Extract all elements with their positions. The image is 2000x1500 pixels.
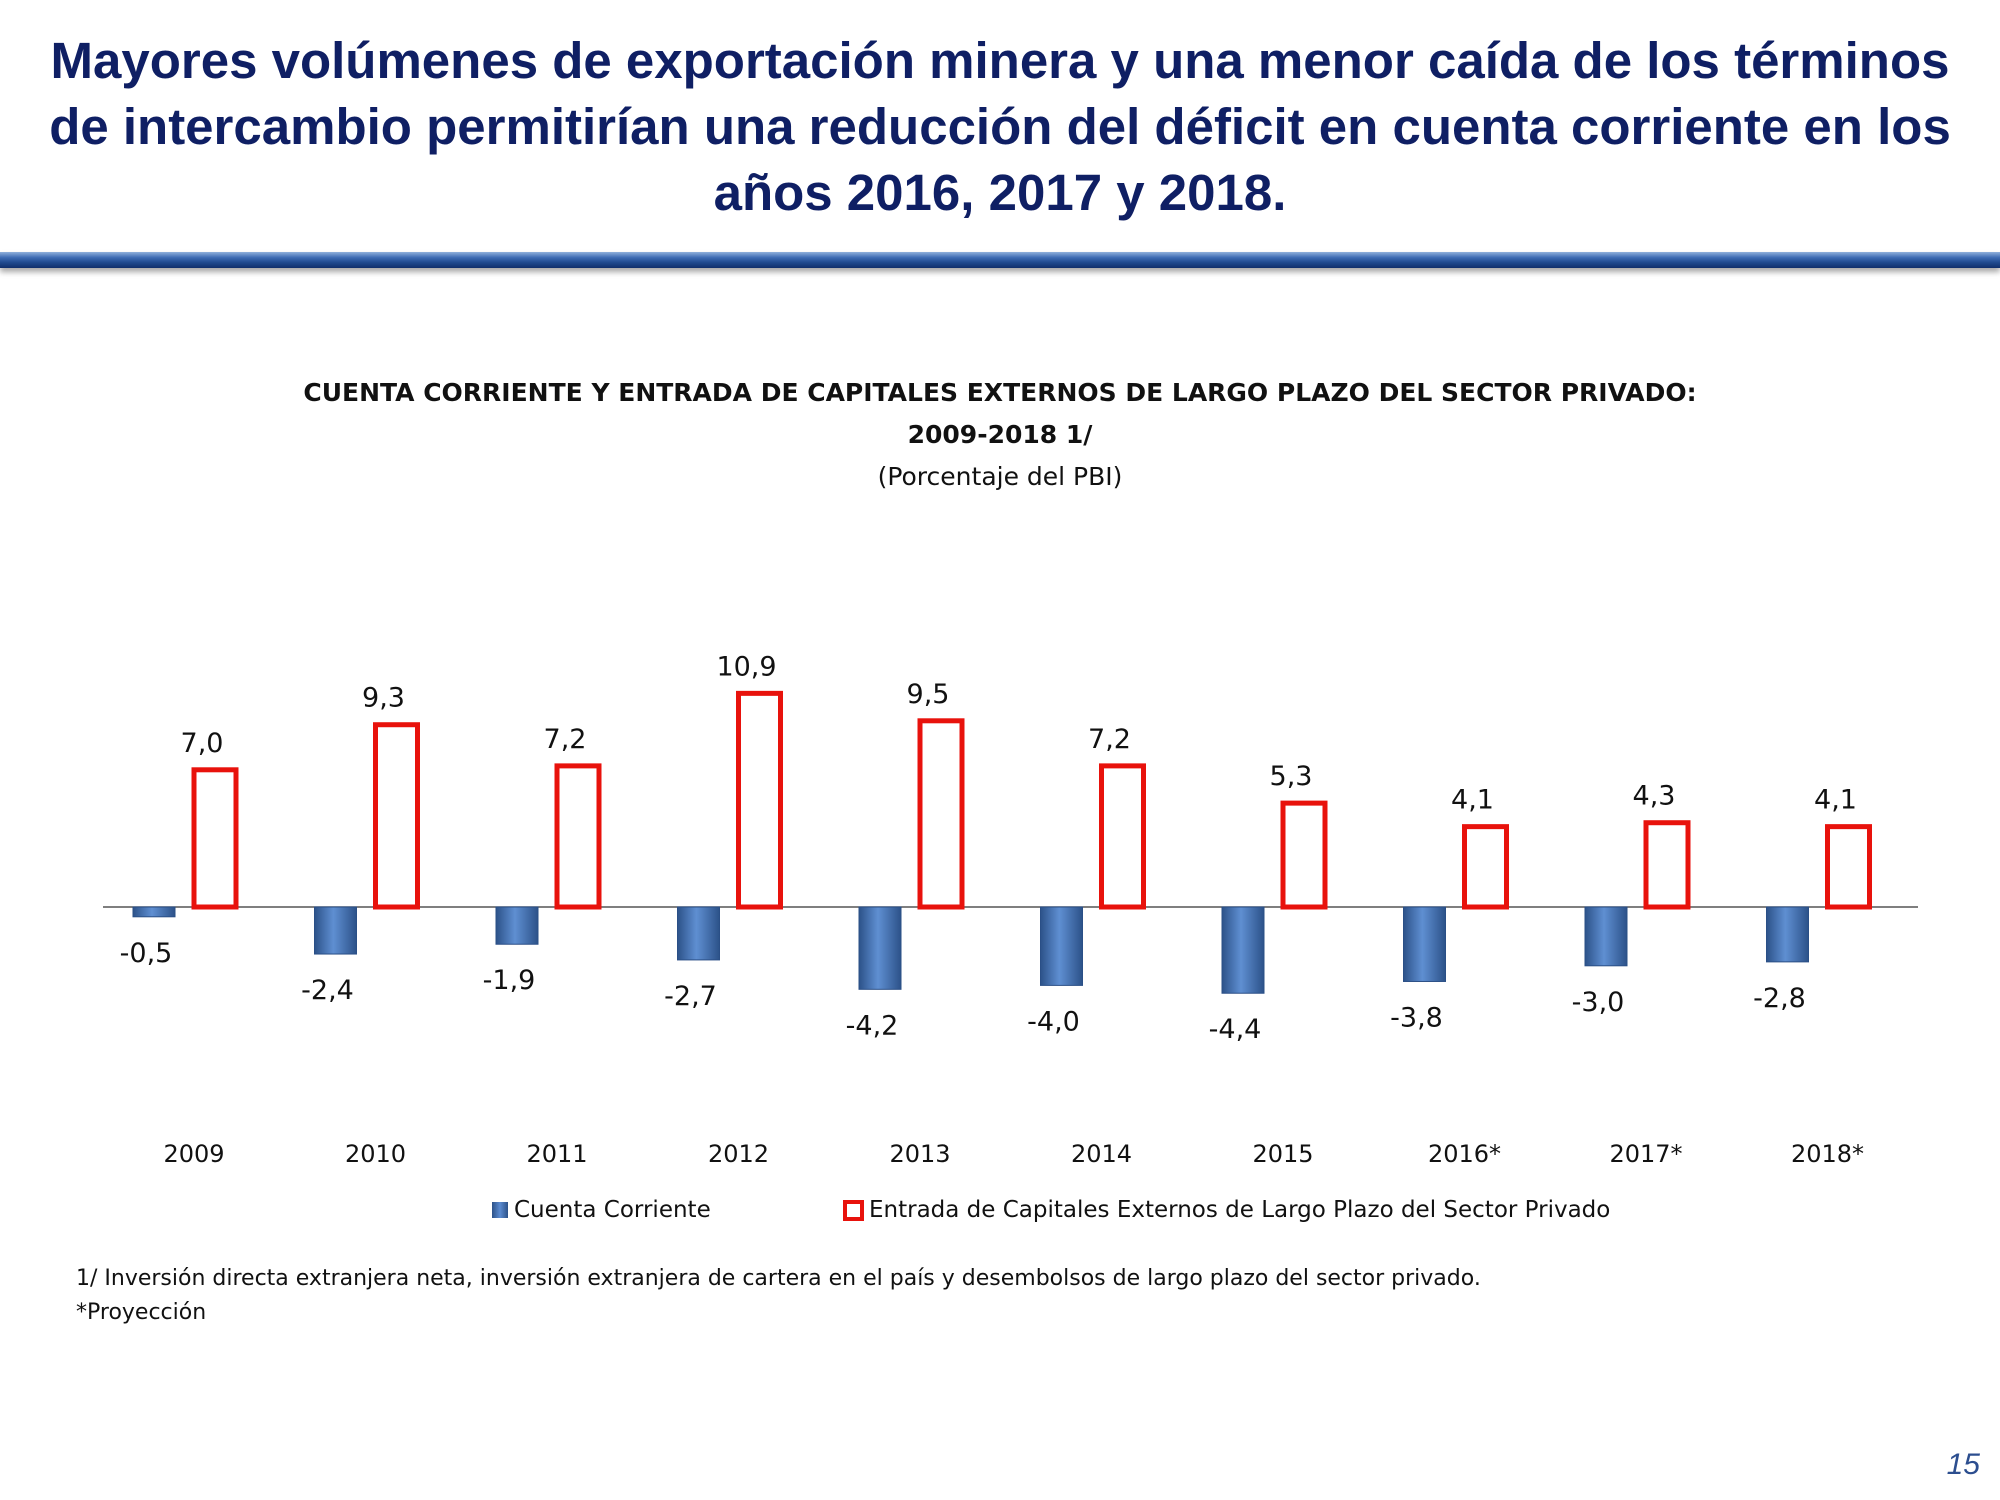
- label-entrada-capitales-2016*: 4,1: [1451, 785, 1494, 816]
- slide-title: Mayores volúmenes de exportación minera …: [49, 32, 1951, 221]
- legend-swatch-outline: [843, 1199, 864, 1221]
- label-entrada-capitales-2013: 9,5: [907, 679, 950, 710]
- chart-legend: Cuenta Corriente Entrada de Capitales Ex…: [0, 1197, 2000, 1231]
- data-labels: -0,5 7,0 -2,4 9,3 -1,9 7,2 -2,7 10,9 -4,2 9,5 -4,0…: [120, 651, 1857, 1045]
- x-tick-2014: 2014: [1071, 1140, 1132, 1168]
- bar-cuenta-corriente-2018*: [1766, 906, 1809, 963]
- bar-entrada-capitales-2010: [373, 722, 420, 910]
- series-cuenta-corriente: [132, 906, 1809, 994]
- bar-cuenta-corriente-2010: [314, 906, 357, 955]
- chart-subtitle: (Porcentaje del PBI): [877, 462, 1123, 491]
- label-cuenta-corriente-2012: -2,7: [664, 981, 717, 1012]
- bar-entrada-capitales-2013: [917, 718, 965, 910]
- label-entrada-capitales-2010: 9,3: [362, 683, 405, 714]
- bar-entrada-capitales-2017*: [1643, 820, 1691, 910]
- legend-label-entrada-capitales: Entrada de Capitales Externos de Largo P…: [869, 1197, 1611, 1223]
- label-cuenta-corriente-2011: -1,9: [483, 965, 536, 996]
- label-entrada-capitales-2018*: 4,1: [1814, 785, 1857, 816]
- bar-entrada-capitales-2018*: [1825, 824, 1872, 910]
- x-tick-2013: 2013: [889, 1140, 950, 1168]
- bar-entrada-capitales-2015: [1280, 800, 1328, 910]
- x-tick-2017*: 2017*: [1609, 1140, 1682, 1168]
- bar-cuenta-corriente-2011: [495, 906, 539, 945]
- bar-entrada-capitales-2009: [191, 767, 239, 910]
- legend-swatch-bar: [492, 1202, 508, 1218]
- label-entrada-capitales-2012: 10,9: [716, 651, 776, 682]
- label-cuenta-corriente-2016*: -3,8: [1390, 1002, 1443, 1033]
- title-divider: [0, 252, 2000, 268]
- legend-item-entrada-capitales: Entrada de Capitales Externos de Largo P…: [843, 1197, 1610, 1223]
- bar-entrada-capitales-2014: [1099, 763, 1146, 910]
- footnote-1: 1/ Inversión directa extranjera neta, in…: [76, 1266, 1481, 1291]
- label-entrada-capitales-2015: 5,3: [1270, 761, 1313, 792]
- label-cuenta-corriente-2015: -4,4: [1209, 1014, 1262, 1045]
- x-tick-2012: 2012: [708, 1140, 769, 1168]
- label-entrada-capitales-2011: 7,2: [544, 724, 587, 755]
- label-cuenta-corriente-2013: -4,2: [846, 1010, 899, 1041]
- label-entrada-capitales-2014: 7,2: [1088, 724, 1131, 755]
- series-entrada-capitales: [191, 690, 1872, 910]
- x-tick-2009: 2009: [163, 1140, 224, 1168]
- bar-entrada-capitales-2016*: [1462, 824, 1509, 910]
- x-tick-2018*: 2018*: [1791, 1140, 1864, 1168]
- bar-cuenta-corriente-2009: [132, 906, 176, 918]
- label-entrada-capitales-2017*: 4,3: [1633, 781, 1676, 812]
- x-tick-2016*: 2016*: [1428, 1140, 1501, 1168]
- bar-entrada-capitales-2011: [554, 763, 602, 910]
- bar-cuenta-corriente-2014: [1040, 906, 1083, 986]
- bar-cuenta-corriente-2012: [677, 906, 720, 961]
- legend-item-cuenta-corriente: Cuenta Corriente: [492, 1197, 711, 1223]
- label-cuenta-corriente-2014: -4,0: [1027, 1006, 1080, 1037]
- legend-label-cuenta-corriente: Cuenta Corriente: [514, 1197, 711, 1223]
- page-number: 15: [1946, 1448, 1980, 1481]
- bar-cuenta-corriente-2015: [1221, 906, 1265, 994]
- label-cuenta-corriente-2017*: -3,0: [1572, 987, 1625, 1018]
- label-entrada-capitales-2009: 7,0: [181, 728, 224, 759]
- label-cuenta-corriente-2018*: -2,8: [1753, 983, 1806, 1014]
- x-tick-2011: 2011: [526, 1140, 587, 1168]
- bar-entrada-capitales-2012: [736, 690, 783, 910]
- x-tick-2010: 2010: [345, 1140, 406, 1168]
- x-tick-2015: 2015: [1252, 1140, 1313, 1168]
- bar-cuenta-corriente-2013: [858, 906, 902, 990]
- footnote-projection: *Proyección: [76, 1300, 207, 1325]
- chart-title: CUENTA CORRIENTE Y ENTRADA DE CAPITALES …: [303, 378, 1697, 407]
- label-cuenta-corriente-2009: -0,5: [120, 938, 173, 969]
- chart-title-period: 2009-2018 1/: [907, 420, 1093, 449]
- bar-cuenta-corriente-2017*: [1584, 906, 1628, 967]
- x-axis-tick-labels: 2009 2010 2011 2012 2013 2014 2015 2016* 2017* 20…: [163, 1140, 1864, 1168]
- label-cuenta-corriente-2010: -2,4: [301, 975, 354, 1006]
- bar-cuenta-corriente-2016*: [1403, 906, 1446, 982]
